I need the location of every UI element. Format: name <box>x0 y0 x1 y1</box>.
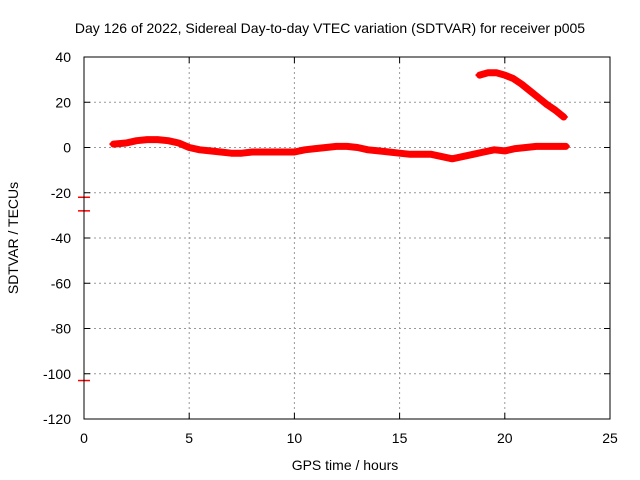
y-tick-label: 20 <box>55 94 71 110</box>
x-tick-label: 20 <box>497 430 513 446</box>
y-tick-label: 0 <box>63 140 71 156</box>
x-tick-label: 25 <box>602 430 618 446</box>
x-tick-label: 0 <box>80 430 88 446</box>
x-tick-label: 5 <box>185 430 193 446</box>
plot-border <box>83 56 611 420</box>
x-tick-label: 10 <box>287 430 303 446</box>
series-trace <box>476 69 568 121</box>
grid <box>84 57 610 419</box>
data-points <box>78 69 570 382</box>
series-sdtvar-main-trace <box>109 136 570 163</box>
chart-title: Day 126 of 2022, Sidereal Day-to-day VTE… <box>75 20 585 36</box>
y-tick-label: -120 <box>43 411 71 427</box>
x-tick-label: 15 <box>392 430 408 446</box>
y-tick-label: 40 <box>55 49 71 65</box>
axis-ticks: 0 5 10 15 20 25 -120 -100 -80 -60 -40 -20 0 20 40 <box>43 49 618 446</box>
y-tick-label: -20 <box>51 185 71 201</box>
y-axis-label: SDTVAR / TECUs <box>5 182 21 294</box>
y-tick-label: -60 <box>51 275 71 291</box>
y-tick-label: -40 <box>51 230 71 246</box>
x-axis-label: GPS time / hours <box>292 457 399 473</box>
y-tick-label: -100 <box>43 366 71 382</box>
y-tick-label: -80 <box>51 321 71 337</box>
series-sdtvar-late-arc <box>475 69 568 121</box>
